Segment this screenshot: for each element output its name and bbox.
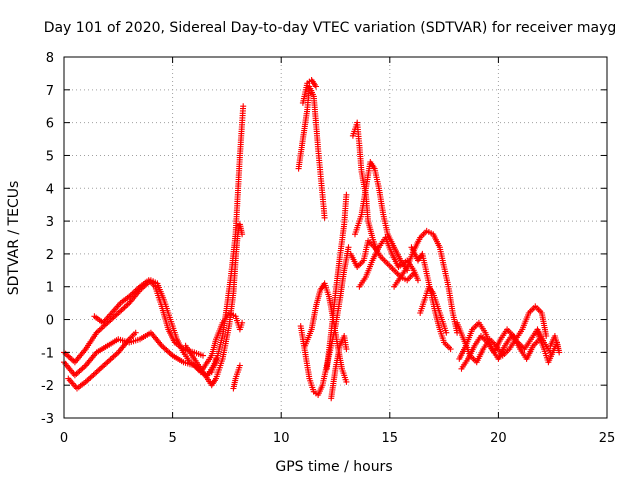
series-markers — [323, 191, 350, 372]
y-tick-label: -3 — [41, 412, 54, 427]
series-track-6 — [204, 103, 247, 379]
x-tick-label: 5 — [168, 431, 176, 446]
y-tick-label: 7 — [46, 84, 54, 99]
x-tick-label: 25 — [599, 431, 616, 446]
y-tick-label: 4 — [46, 182, 54, 197]
y-tick-label: -1 — [41, 346, 54, 361]
plot-frame — [63, 56, 608, 419]
y-tick-label: 2 — [46, 248, 54, 263]
y-tick-label: 1 — [46, 281, 54, 296]
series-track-17 — [347, 237, 417, 284]
series-markers — [328, 333, 350, 402]
series-track-3 — [65, 329, 139, 392]
series-markers — [65, 329, 139, 392]
y-tick-label: 5 — [46, 149, 54, 164]
series-track-25 — [534, 329, 563, 366]
grid-lines — [64, 57, 607, 418]
x-tick-label: 15 — [382, 431, 399, 446]
series-track-16 — [352, 159, 411, 274]
x-axis-label: GPS time / hours — [275, 459, 392, 475]
series-markers — [299, 77, 319, 106]
series-markers — [200, 310, 246, 372]
chart-title: Day 101 of 2020, Sidereal Day-to-day VTE… — [44, 20, 617, 36]
y-tick-label: 3 — [46, 215, 54, 230]
y-axis-label: SDTVAR / TECUs — [6, 181, 22, 296]
series-track-10 — [299, 77, 319, 106]
series-track-21 — [417, 283, 450, 336]
series-track-7 — [200, 310, 246, 372]
series-markers — [352, 159, 411, 274]
series-markers — [534, 329, 563, 366]
series-track-24 — [458, 326, 543, 372]
series-track-14 — [328, 333, 350, 402]
x-tick-label: 20 — [490, 431, 507, 446]
series-track-9 — [295, 83, 328, 221]
series-markers — [295, 83, 328, 221]
x-tick-label: 0 — [60, 431, 68, 446]
x-tick-label: 10 — [273, 431, 290, 446]
series-markers — [458, 326, 543, 372]
y-tick-label: 6 — [46, 117, 54, 132]
series-track-11 — [297, 244, 352, 398]
series-track-8 — [230, 362, 243, 392]
series-markers — [417, 283, 450, 336]
series-markers — [356, 234, 421, 290]
y-tick-label: -2 — [41, 379, 54, 394]
series-track-13 — [323, 191, 350, 372]
series-markers — [230, 362, 243, 392]
y-tick-label: 0 — [46, 314, 54, 329]
y-tick-label: 8 — [46, 51, 54, 66]
